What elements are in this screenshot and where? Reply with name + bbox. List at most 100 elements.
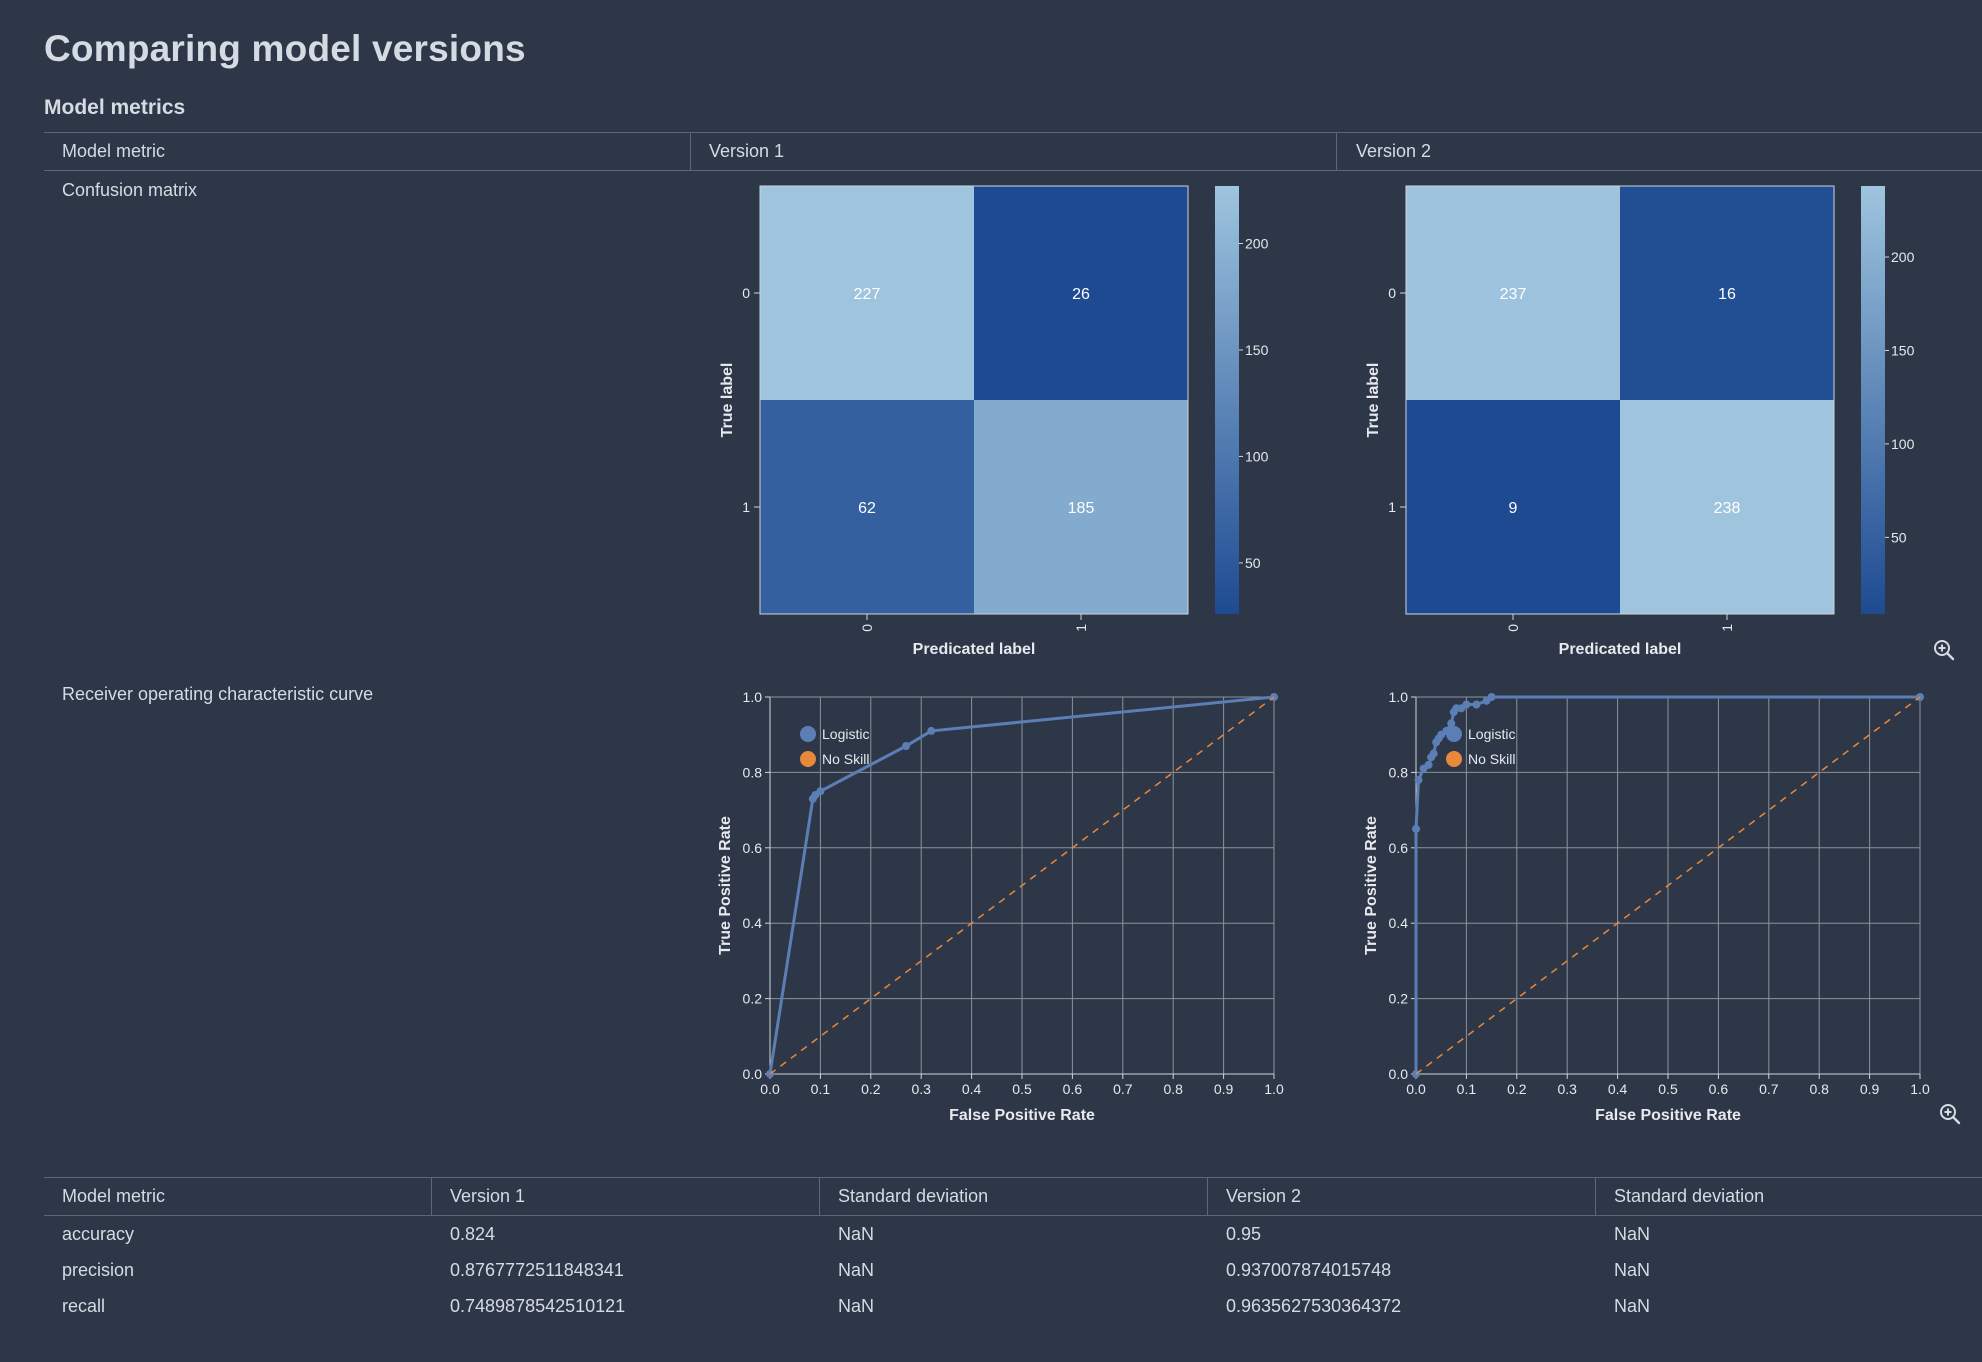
heatmap-cell bbox=[974, 400, 1188, 614]
x-tick-label: 1.0 bbox=[1264, 1081, 1284, 1097]
x-tick-label: 0.4 bbox=[962, 1081, 982, 1097]
x-tick-label: 0 bbox=[1505, 624, 1521, 632]
table-cell: 0.7489878542510121 bbox=[450, 1296, 626, 1316]
bottom-table-header-border-top bbox=[44, 1177, 1982, 1178]
bottom-table-col-divider bbox=[819, 1177, 820, 1215]
x-tick-label: 0.5 bbox=[1012, 1081, 1032, 1097]
y-tick-label: 0.4 bbox=[743, 915, 763, 931]
x-tick-label: 1.0 bbox=[1910, 1081, 1930, 1097]
logistic-point bbox=[1412, 824, 1420, 833]
bottom-table-col-divider bbox=[1207, 1177, 1208, 1215]
table-cell: recall bbox=[62, 1296, 106, 1316]
table-cell: 0.8767772511848341 bbox=[450, 1260, 624, 1280]
x-tick-label: 0.7 bbox=[1113, 1081, 1133, 1097]
x-tick-label: 0 bbox=[859, 624, 875, 632]
no-skill-line bbox=[1415, 696, 1921, 1075]
heatmap-cell-label: 237 bbox=[1500, 286, 1527, 303]
roc-curve-version-1: 0.0 0.1 0.2 0.3 0.4 0.5 0.6 0.7 0.8 0.9 1.0 0.0 0.2 0… bbox=[717, 689, 1284, 1124]
x-tick-label: 1 bbox=[1719, 624, 1735, 632]
heatmap-cell bbox=[760, 400, 974, 614]
page-title: Comparing model versions bbox=[44, 28, 526, 69]
table-cell: 0.824 bbox=[450, 1224, 496, 1244]
top-table-header-border-bottom bbox=[44, 170, 1982, 171]
y-axis-title: True label bbox=[1365, 363, 1382, 438]
colorbar bbox=[1861, 186, 1885, 614]
legend-swatch bbox=[800, 751, 816, 767]
heatmap-cell-label: 26 bbox=[1072, 286, 1090, 303]
logistic-point bbox=[927, 726, 936, 735]
y-tick-label: 0.6 bbox=[743, 840, 763, 856]
colorbar-tick-label: 100 bbox=[1891, 436, 1915, 452]
legend-label: No Skill bbox=[1468, 751, 1515, 767]
legend-swatch bbox=[1446, 751, 1462, 767]
legend-swatch bbox=[1446, 726, 1462, 742]
heatmap-cell-label: 9 bbox=[1509, 500, 1518, 517]
table-cell: 0.937007874015748 bbox=[1226, 1260, 1392, 1280]
x-tick-label: 0.0 bbox=[760, 1081, 780, 1097]
section-title: Model metrics bbox=[44, 96, 186, 119]
colorbar-tick-label: 150 bbox=[1891, 342, 1915, 358]
y-tick-label: 1 bbox=[1388, 499, 1396, 515]
heatmap-cell-label: 16 bbox=[1718, 286, 1736, 303]
x-axis-title: False Positive Rate bbox=[949, 1107, 1095, 1124]
no-skill-line bbox=[769, 696, 1275, 1075]
table-cell: 0.9635627530364372 bbox=[1226, 1296, 1402, 1316]
confusion-matrix-label: Confusion matrix bbox=[62, 180, 198, 200]
logistic-point bbox=[1424, 760, 1433, 769]
y-tick-label: 0 bbox=[742, 285, 750, 301]
bottom-table-header-border-bottom bbox=[44, 1215, 1982, 1216]
y-tick-label: 0.2 bbox=[743, 991, 763, 1007]
x-tick-label: 0.2 bbox=[861, 1081, 881, 1097]
table-cell: accuracy bbox=[62, 1224, 135, 1244]
legend-label: No Skill bbox=[822, 751, 869, 767]
bottom-table-col-divider bbox=[431, 1177, 432, 1215]
table-cell: precision bbox=[62, 1260, 135, 1280]
heatmap-cell bbox=[1406, 400, 1620, 614]
heatmap-cell bbox=[1620, 400, 1834, 614]
x-tick-label: 0.9 bbox=[1214, 1081, 1234, 1097]
x-tick-label: 0.7 bbox=[1759, 1081, 1779, 1097]
y-tick-label: 1 bbox=[742, 499, 750, 515]
top-table-col-divider bbox=[690, 132, 691, 170]
legend-label: Logistic bbox=[1468, 726, 1515, 742]
x-tick-label: 0.5 bbox=[1658, 1081, 1678, 1097]
legend-swatch bbox=[800, 726, 816, 742]
roc-curve-label: Receiver operating characteristic curve bbox=[62, 684, 374, 704]
logistic-point bbox=[1472, 700, 1481, 709]
heatmap-cell bbox=[1620, 186, 1834, 400]
logistic-point bbox=[1487, 693, 1496, 701]
heatmap-cell bbox=[760, 186, 974, 400]
zoom-in-icon[interactable] bbox=[1938, 1102, 1962, 1126]
logistic-point bbox=[902, 742, 911, 751]
x-tick-label: 0.3 bbox=[1557, 1081, 1577, 1097]
colorbar-tick-label: 200 bbox=[1245, 235, 1269, 251]
y-axis-title: True Positive Rate bbox=[1363, 816, 1380, 955]
confusion-matrix-version-1: 227 26 62 185 0 1 0 1 Predicated label True label… bbox=[719, 185, 1269, 658]
x-axis-title: Predicated label bbox=[1559, 641, 1682, 658]
bottom-table-header-version-2: Version 2 bbox=[1226, 1186, 1302, 1206]
table-cell: NaN bbox=[1614, 1260, 1651, 1280]
heatmap-frame bbox=[759, 185, 1189, 615]
y-tick-label: 0.2 bbox=[1389, 991, 1409, 1007]
roc-curve-version-2: 0.0 0.1 0.2 0.3 0.4 0.5 0.6 0.7 0.8 0.9 1.0 0.0 0.2 0… bbox=[1363, 689, 1930, 1124]
table-cell: NaN bbox=[838, 1224, 875, 1244]
colorbar-tick-label: 200 bbox=[1891, 249, 1915, 265]
y-tick-label: 0 bbox=[1388, 285, 1396, 301]
confusion-matrix-version-2: 237 16 9 238 0 1 0 1 Predicated label True label 2… bbox=[1365, 185, 1915, 658]
heatmap-cell-label: 185 bbox=[1068, 500, 1095, 517]
logistic-point bbox=[1414, 775, 1423, 784]
logistic-point bbox=[816, 787, 825, 796]
bottom-table-header-stddev-1: Standard deviation bbox=[838, 1186, 989, 1206]
bottom-table-col-divider bbox=[1595, 1177, 1596, 1215]
y-axis-title: True Positive Rate bbox=[717, 816, 734, 955]
heatmap-frame bbox=[1405, 185, 1835, 615]
y-tick-label: 0.0 bbox=[743, 1066, 763, 1082]
zoom-in-icon[interactable] bbox=[1932, 638, 1956, 662]
x-tick-label: 0.4 bbox=[1608, 1081, 1628, 1097]
colorbar-tick-label: 150 bbox=[1245, 342, 1269, 358]
colorbar-tick-label: 50 bbox=[1891, 529, 1907, 545]
logistic-point bbox=[1447, 719, 1456, 728]
heatmap-cell bbox=[1406, 186, 1620, 400]
logistic-point bbox=[1429, 749, 1438, 758]
x-tick-label: 0.8 bbox=[1809, 1081, 1829, 1097]
